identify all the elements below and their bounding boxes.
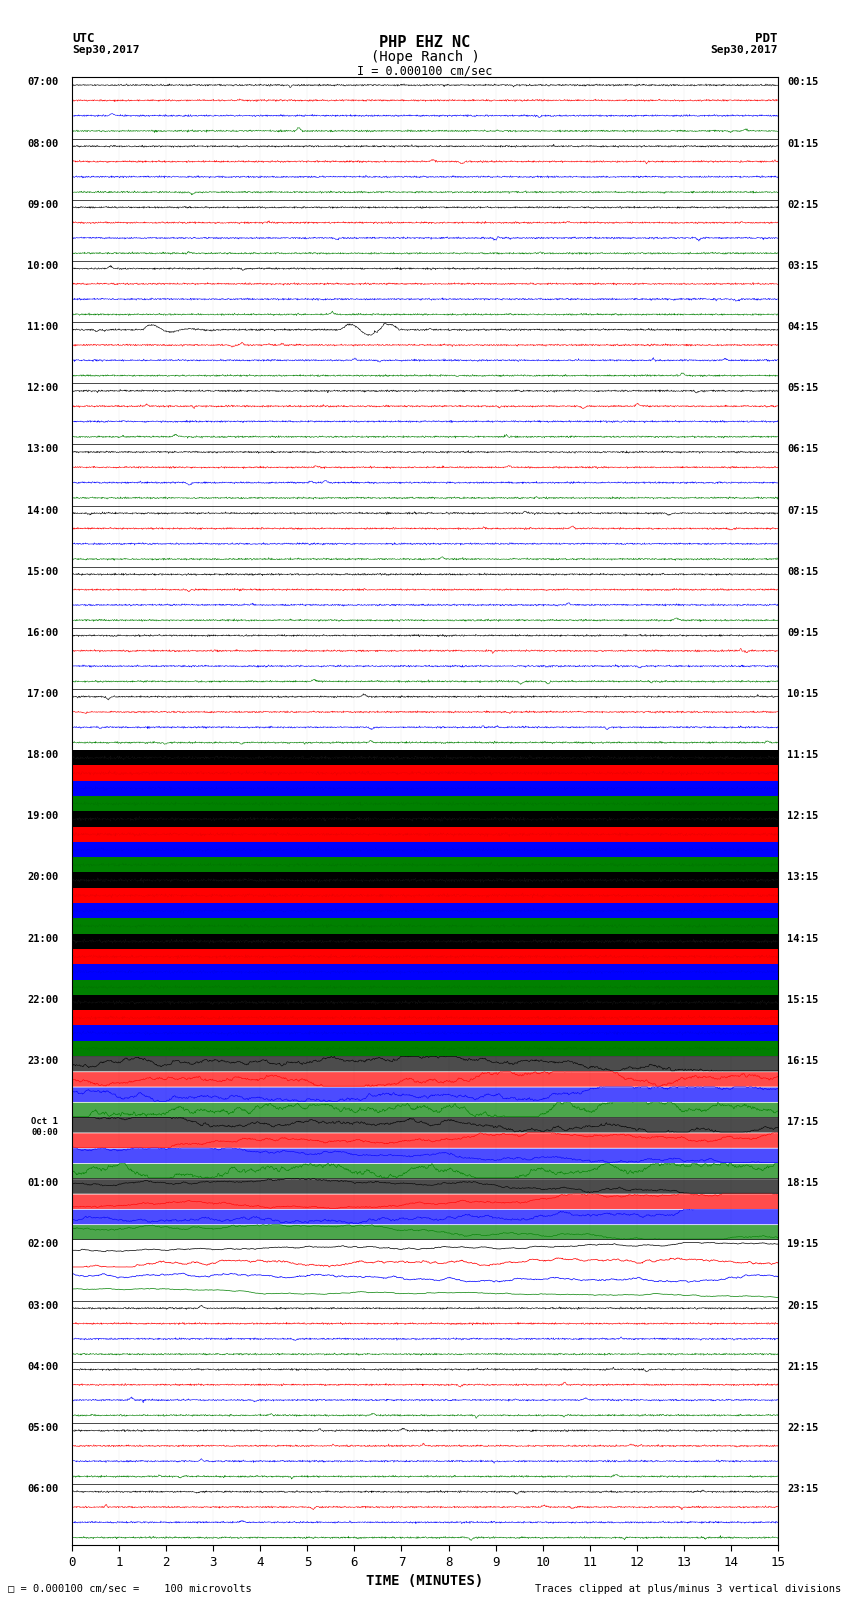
Text: (Hope Ranch ): (Hope Ranch ) — [371, 50, 479, 65]
Text: 02:15: 02:15 — [787, 200, 819, 210]
Bar — [72, 750, 778, 766]
Text: 06:15: 06:15 — [787, 444, 819, 455]
Text: 19:15: 19:15 — [787, 1239, 819, 1250]
Text: 21:15: 21:15 — [787, 1361, 819, 1371]
Bar — [72, 1040, 778, 1057]
Bar — [72, 948, 778, 965]
Text: 05:15: 05:15 — [787, 384, 819, 394]
Text: 19:00: 19:00 — [27, 811, 58, 821]
Text: 14:00: 14:00 — [27, 505, 58, 516]
Bar — [72, 857, 778, 873]
Bar — [72, 1010, 778, 1026]
Bar — [72, 918, 778, 934]
Text: 15:15: 15:15 — [787, 995, 819, 1005]
Text: 04:00: 04:00 — [27, 1361, 58, 1371]
Bar — [72, 965, 778, 979]
Text: 10:15: 10:15 — [787, 689, 819, 698]
Text: 09:00: 09:00 — [27, 200, 58, 210]
Text: 10:00: 10:00 — [27, 261, 58, 271]
Text: 02:00: 02:00 — [27, 1239, 58, 1250]
Text: □ = 0.000100 cm/sec =    100 microvolts: □ = 0.000100 cm/sec = 100 microvolts — [8, 1584, 252, 1594]
Text: 05:00: 05:00 — [27, 1423, 58, 1432]
Bar — [72, 903, 778, 918]
Text: Sep30,2017: Sep30,2017 — [72, 45, 139, 55]
Bar — [72, 842, 778, 857]
Text: 16:15: 16:15 — [787, 1057, 819, 1066]
Text: 11:15: 11:15 — [787, 750, 819, 760]
Text: 23:15: 23:15 — [787, 1484, 819, 1494]
Bar — [72, 995, 778, 1010]
Bar — [72, 781, 778, 797]
Text: 18:00: 18:00 — [27, 750, 58, 760]
Text: 17:15: 17:15 — [787, 1118, 819, 1127]
Text: 03:15: 03:15 — [787, 261, 819, 271]
Bar — [72, 797, 778, 811]
Text: 15:00: 15:00 — [27, 566, 58, 577]
Text: 18:15: 18:15 — [787, 1177, 819, 1189]
Text: 23:00: 23:00 — [27, 1057, 58, 1066]
Text: Oct 1
00:00: Oct 1 00:00 — [31, 1118, 58, 1137]
Text: 12:15: 12:15 — [787, 811, 819, 821]
Bar — [72, 887, 778, 903]
Text: 21:00: 21:00 — [27, 934, 58, 944]
Bar — [72, 1026, 778, 1040]
Bar — [72, 979, 778, 995]
Text: Sep30,2017: Sep30,2017 — [711, 45, 778, 55]
Text: 13:15: 13:15 — [787, 873, 819, 882]
Bar — [72, 811, 778, 826]
Bar — [72, 934, 778, 948]
X-axis label: TIME (MINUTES): TIME (MINUTES) — [366, 1574, 484, 1589]
Text: 12:00: 12:00 — [27, 384, 58, 394]
Text: 13:00: 13:00 — [27, 444, 58, 455]
Text: 08:15: 08:15 — [787, 566, 819, 577]
Text: 16:00: 16:00 — [27, 627, 58, 637]
Text: 04:15: 04:15 — [787, 323, 819, 332]
Text: 20:00: 20:00 — [27, 873, 58, 882]
Text: 09:15: 09:15 — [787, 627, 819, 637]
Text: 03:00: 03:00 — [27, 1300, 58, 1311]
Text: 01:15: 01:15 — [787, 139, 819, 148]
Text: 08:00: 08:00 — [27, 139, 58, 148]
Text: 01:00: 01:00 — [27, 1177, 58, 1189]
Text: 20:15: 20:15 — [787, 1300, 819, 1311]
Text: 11:00: 11:00 — [27, 323, 58, 332]
Text: PHP EHZ NC: PHP EHZ NC — [379, 35, 471, 50]
Text: 00:15: 00:15 — [787, 77, 819, 87]
Text: Traces clipped at plus/minus 3 vertical divisions: Traces clipped at plus/minus 3 vertical … — [536, 1584, 842, 1594]
Text: UTC: UTC — [72, 32, 94, 45]
Text: 22:00: 22:00 — [27, 995, 58, 1005]
Text: 07:15: 07:15 — [787, 505, 819, 516]
Bar — [72, 826, 778, 842]
Text: 22:15: 22:15 — [787, 1423, 819, 1432]
Text: 07:00: 07:00 — [27, 77, 58, 87]
Bar — [72, 873, 778, 887]
Text: 06:00: 06:00 — [27, 1484, 58, 1494]
Text: I = 0.000100 cm/sec: I = 0.000100 cm/sec — [357, 65, 493, 77]
Text: 14:15: 14:15 — [787, 934, 819, 944]
Text: 17:00: 17:00 — [27, 689, 58, 698]
Text: PDT: PDT — [756, 32, 778, 45]
Bar — [72, 766, 778, 781]
